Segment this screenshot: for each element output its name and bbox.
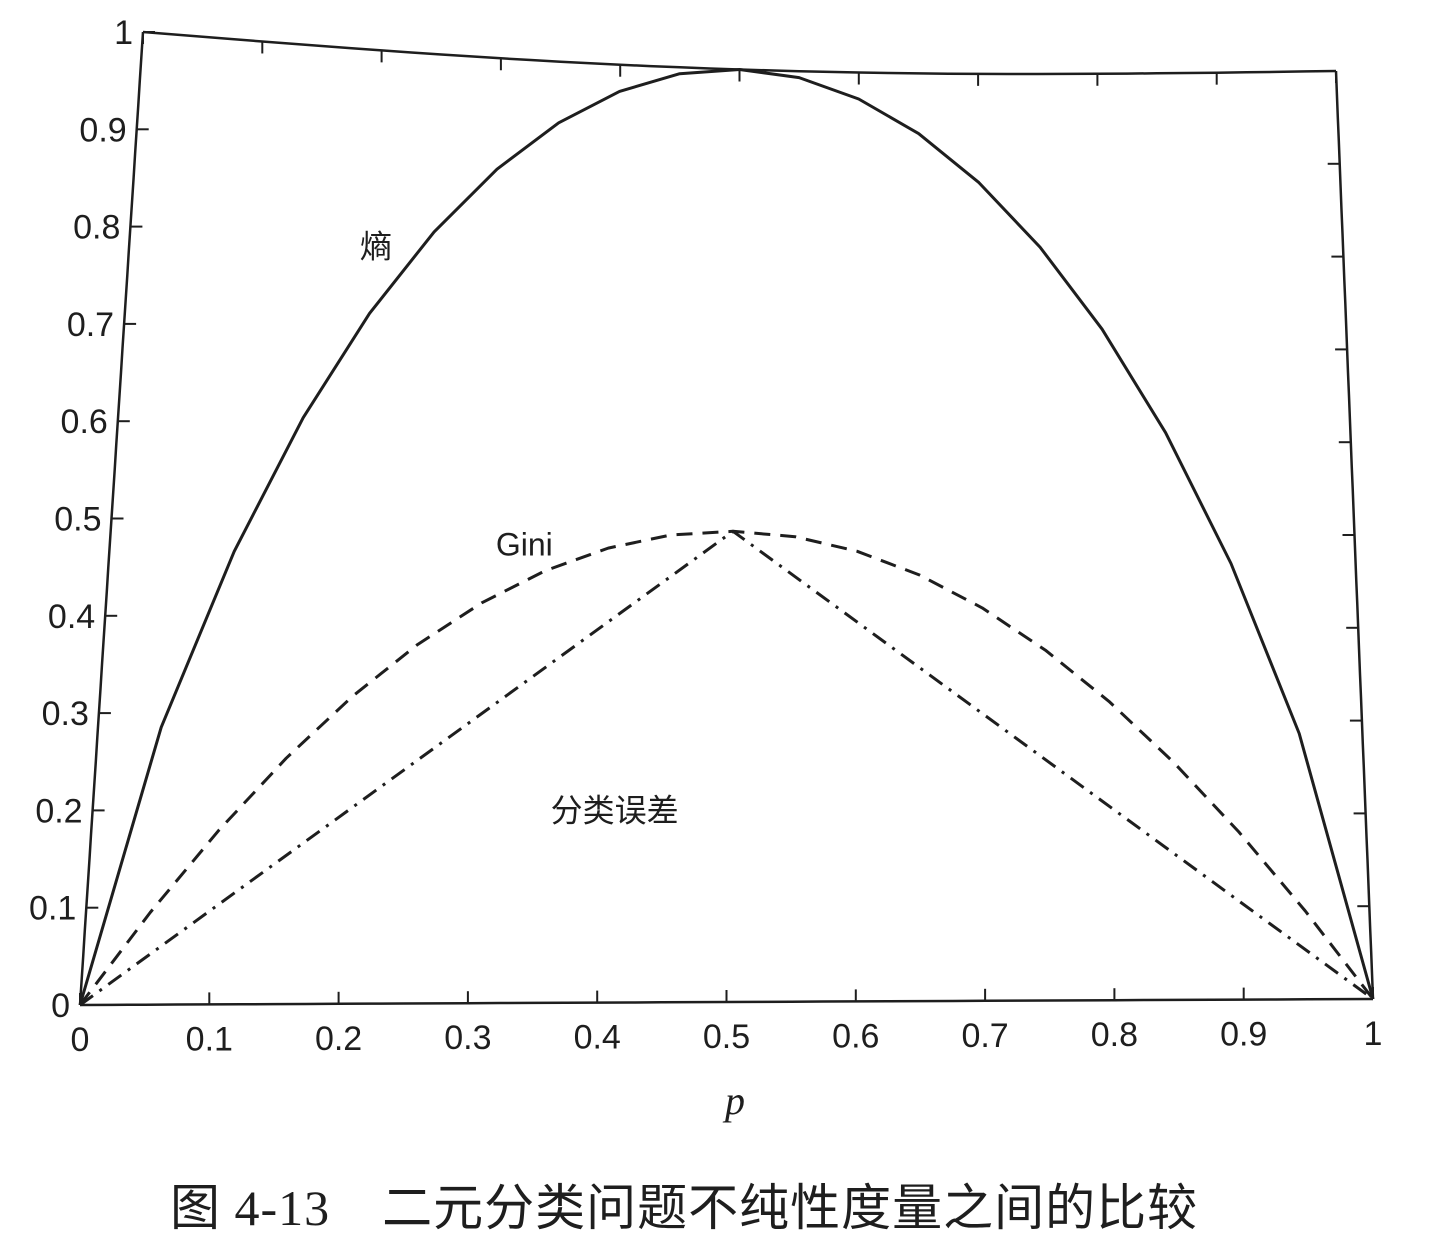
series-lines (78, 68, 1375, 1007)
series-line-solid (78, 68, 1375, 1006)
y-tick-label: 0.4 (48, 598, 95, 636)
curve-annotations: 熵 Gini 分类误差 (360, 229, 679, 829)
y-tick-label: 0.2 (35, 792, 82, 830)
x-tick-label: 1 (1364, 1015, 1383, 1053)
x-axis-title: p (722, 1078, 745, 1123)
y-tick-label: 0.1 (29, 890, 76, 928)
y-tick-label: 0.9 (79, 111, 126, 149)
x-tick-label: 0 (71, 1021, 90, 1059)
x-tick-label: 0.2 (315, 1020, 362, 1058)
curve-label: 熵 (360, 229, 392, 265)
x-tick-label: 0.9 (1220, 1016, 1267, 1054)
y-tick-label: 0.8 (73, 209, 120, 247)
y-tick-label: 0.6 (61, 403, 108, 441)
curve-label: 分类误差 (551, 793, 679, 829)
figure-caption: 图 4-13 二元分类问题不纯性度量之间的比较 (170, 1168, 1198, 1240)
x-tick-label: 0.6 (832, 1017, 879, 1055)
x-tick-label: 0.1 (186, 1020, 233, 1058)
axis-ticks (79, 31, 1374, 1006)
series-line-dash-dot (79, 529, 1374, 1007)
curve-label: Gini (496, 527, 553, 563)
plot-frame (78, 30, 1375, 1007)
y-tick-label: 1 (114, 14, 133, 52)
y-tick-label: 0 (51, 987, 70, 1025)
x-tick-label: 0.4 (574, 1019, 621, 1057)
axis-tick-labels: 0 0.1 0.2 0.3 0.4 0.5 0.6 0.7 0.8 0.9 1 0 0.1 0.2 0.3 0… (29, 14, 1382, 1059)
x-tick-label: 0.5 (703, 1018, 750, 1056)
x-tick-label: 0.8 (1091, 1016, 1138, 1054)
x-tick-label: 0.7 (961, 1017, 1008, 1055)
top-border-line (142, 30, 1337, 76)
y-tick-label: 0.7 (67, 306, 114, 344)
series-line-dashed (78, 529, 1375, 1006)
figure-caption-text: 二元分类问题不纯性度量之间的比较 (382, 1180, 1199, 1236)
y-tick-label: 0.5 (54, 501, 101, 539)
figure-number: 图 4-13 (170, 1180, 331, 1236)
y-tick-label: 0.3 (42, 695, 89, 733)
x-tick-label: 0.3 (444, 1019, 491, 1057)
